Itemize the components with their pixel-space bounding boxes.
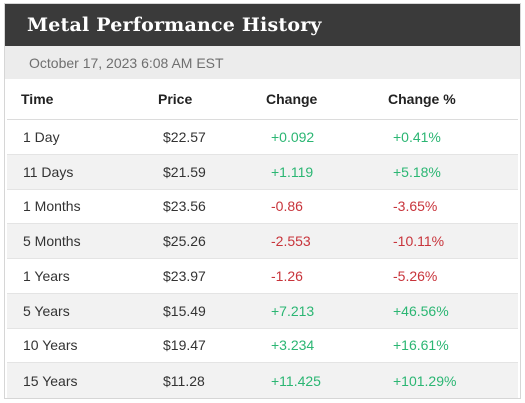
- header-change-percent: Change %: [388, 91, 456, 107]
- performance-table: Time Price Change Change % 1 Day $22.57 …: [7, 79, 518, 398]
- row-price: $11.28: [163, 372, 205, 389]
- title-bar: Metal Performance History: [5, 4, 520, 46]
- row-change: +11.425: [271, 372, 321, 389]
- row-change-percent: +101.29%: [393, 372, 457, 389]
- table-row: 15 Years $11.28 +11.425 +101.29%: [7, 363, 518, 398]
- row-change: +0.092: [271, 128, 315, 145]
- table-row: 5 Months $25.26 -2.553 -10.11%: [7, 224, 518, 259]
- row-change: -2.553: [271, 233, 311, 250]
- row-change-percent: +0.41%: [393, 128, 441, 145]
- table-header-row: Time Price Change Change %: [7, 79, 518, 120]
- row-price: $19.47: [163, 337, 206, 354]
- row-change: +7.213: [271, 302, 315, 319]
- row-time: 1 Months: [23, 198, 81, 215]
- row-price: $15.49: [163, 302, 206, 319]
- widget-title: Metal Performance History: [27, 14, 322, 36]
- row-time: 10 Years: [23, 337, 78, 354]
- row-price: $22.57: [163, 128, 206, 145]
- table-row: 5 Years $15.49 +7.213 +46.56%: [7, 293, 518, 329]
- row-time: 15 Years: [23, 372, 78, 389]
- timestamp: October 17, 2023 6:08 AM EST: [29, 54, 224, 71]
- row-change-percent: +5.18%: [393, 163, 441, 180]
- header-change: Change: [266, 91, 318, 107]
- row-change-percent: -5.26%: [393, 267, 438, 284]
- row-time: 11 Days: [23, 163, 74, 180]
- row-change-percent: -10.11%: [393, 233, 445, 250]
- row-time: 5 Months: [23, 233, 81, 250]
- row-time: 1 Day: [23, 128, 60, 145]
- row-price: $25.26: [163, 233, 206, 250]
- row-price: $21.59: [163, 163, 206, 180]
- row-change: +1.119: [271, 163, 314, 180]
- table-row: 1 Years $23.97 -1.26 -5.26%: [7, 259, 518, 294]
- table-row: 11 Days $21.59 +1.119 +5.18%: [7, 154, 518, 190]
- row-price: $23.56: [163, 198, 206, 215]
- header-time: Time: [21, 91, 54, 107]
- metal-performance-widget: Metal Performance History October 17, 20…: [4, 3, 521, 399]
- row-price: $23.97: [163, 267, 206, 284]
- row-time: 5 Years: [23, 302, 70, 319]
- table-row: 1 Day $22.57 +0.092 +0.41%: [7, 120, 518, 155]
- row-change: -0.86: [271, 198, 303, 215]
- row-change-percent: +46.56%: [393, 302, 449, 319]
- date-bar: October 17, 2023 6:08 AM EST: [5, 46, 520, 79]
- row-change: +3.234: [271, 337, 315, 354]
- row-change-percent: -3.65%: [393, 198, 438, 215]
- table-row: 1 Months $23.56 -0.86 -3.65%: [7, 190, 518, 225]
- table-row: 10 Years $19.47 +3.234 +16.61%: [7, 329, 518, 364]
- row-change-percent: +16.61%: [393, 337, 449, 354]
- row-time: 1 Years: [23, 267, 70, 284]
- row-change: -1.26: [271, 267, 303, 284]
- header-price: Price: [158, 91, 193, 107]
